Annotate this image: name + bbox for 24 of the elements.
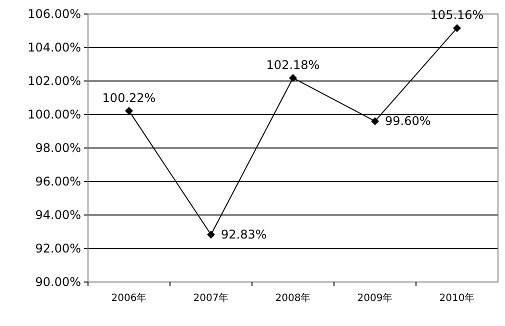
data-label: 105.16% (430, 8, 484, 22)
x-tick-label: 2008年 (275, 292, 311, 304)
y-tick-label: 102.00% (28, 74, 81, 88)
point (125, 106, 133, 115)
x-tick-label: 2007年 (193, 292, 229, 304)
point (289, 74, 297, 82)
data-label: 102.18% (266, 58, 320, 72)
y-tick-label: 104.00% (28, 40, 81, 54)
x-tick-label: 2006年 (111, 292, 147, 304)
data-label: 92.83% (221, 228, 267, 242)
y-tick-label: 98.00% (35, 141, 81, 155)
point (207, 230, 215, 239)
y-tick-label: 90.00% (35, 275, 81, 289)
y-tick-label: 106.00% (28, 7, 81, 21)
point (371, 117, 379, 126)
point (453, 24, 461, 32)
y-tick-label: 94.00% (35, 208, 81, 222)
y-tick-label: 96.00% (35, 174, 81, 188)
data-label: 99.60% (385, 114, 431, 128)
y-tick-label: 100.00% (28, 108, 81, 122)
x-tick-label: 2009年 (357, 292, 393, 304)
y-tick-label: 92.00% (35, 242, 81, 256)
x-tick-label: 2010年 (439, 292, 475, 304)
data-label: 100.22% (102, 90, 156, 105)
